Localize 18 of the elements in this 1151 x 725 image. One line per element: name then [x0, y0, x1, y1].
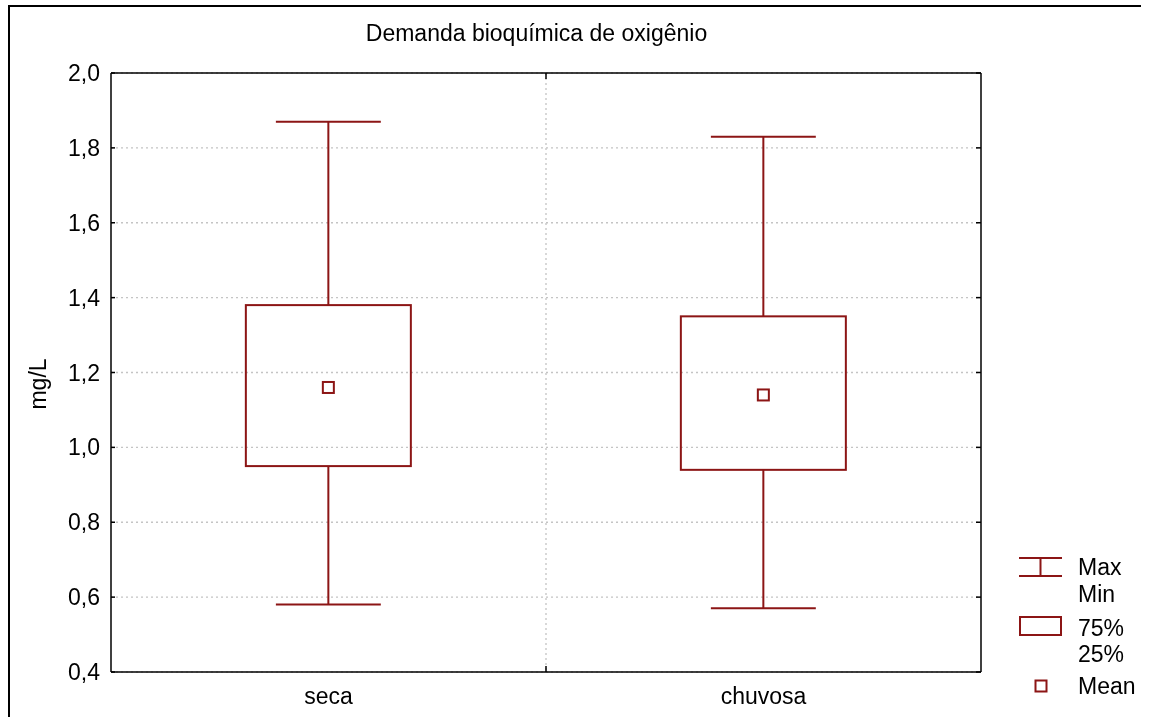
- y-tick-label: 1,6: [68, 209, 100, 236]
- text: Max: [1078, 554, 1122, 580]
- x-tick-label: seca: [304, 683, 353, 709]
- y-tick-label: 1,8: [68, 134, 100, 161]
- y-tick-label: 1,0: [68, 434, 100, 461]
- y-tick-label: 1,4: [68, 284, 101, 311]
- text: 25%: [1078, 640, 1125, 667]
- y-tick-label: 0,6: [68, 584, 100, 611]
- y-tick-label: 0,8: [68, 509, 100, 536]
- x-tick-label: chuvosa: [720, 683, 807, 709]
- text: Min: [1078, 581, 1116, 607]
- y-axis-title: mg/L: [24, 358, 51, 410]
- chart-title: Demanda bioquímica de oxigênio: [365, 20, 708, 46]
- y-tick-label: 1,2: [68, 359, 100, 386]
- text: Mean: [1078, 673, 1136, 699]
- text: 75%: [1078, 614, 1125, 641]
- y-tick-label: 0,4: [68, 659, 101, 686]
- y-tick-label: 2,0: [68, 60, 100, 87]
